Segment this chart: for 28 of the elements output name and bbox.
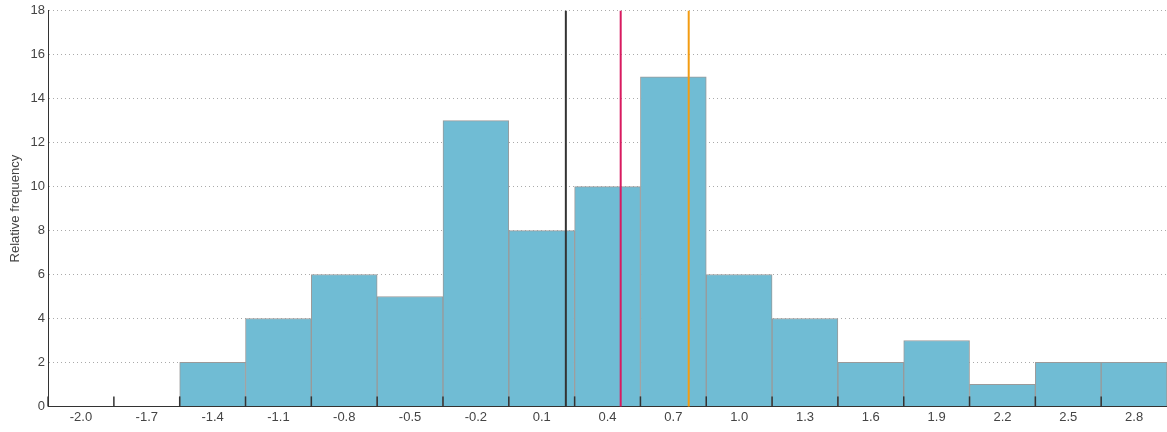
x-tick-label: -0.5	[398, 408, 422, 424]
x-tick-label: 1.3	[795, 408, 815, 424]
x-tick-label: 0.7	[664, 408, 683, 424]
y-tick-label: 6	[37, 266, 46, 282]
y-tick-label: 16	[30, 46, 46, 62]
y-tick-label: 8	[37, 222, 46, 238]
x-tick-label: 0.1	[532, 408, 551, 424]
y-axis-title: Relative frequency	[7, 154, 23, 263]
x-tick-label: 2.2	[993, 408, 1012, 424]
x-tick-label: 0.4	[598, 408, 617, 424]
y-tick-label: 2	[37, 354, 46, 370]
x-tick-label: -1.4	[201, 408, 224, 424]
x-tick-label: 1.9	[927, 408, 946, 424]
y-tick-label: 12	[30, 134, 46, 150]
x-tick-label: -1.1	[267, 408, 290, 424]
x-tick-label: -1.7	[135, 408, 158, 424]
y-tick-label: 18	[30, 2, 46, 18]
x-tick-label: -0.8	[333, 408, 356, 424]
x-tick-label: 1.0	[730, 408, 749, 424]
x-tick-label: 2.5	[1059, 408, 1078, 424]
x-tick-label: 1.6	[861, 408, 880, 424]
y-tick-label: 10	[30, 178, 46, 194]
y-tick-label: 14	[30, 90, 46, 106]
y-tick-label: 4	[37, 310, 46, 326]
x-tick-label: -0.2	[464, 408, 488, 424]
y-tick-label: 0	[37, 397, 46, 413]
x-tick-label: 2.8	[1125, 408, 1144, 424]
x-tick-label: -2.0	[69, 408, 93, 424]
